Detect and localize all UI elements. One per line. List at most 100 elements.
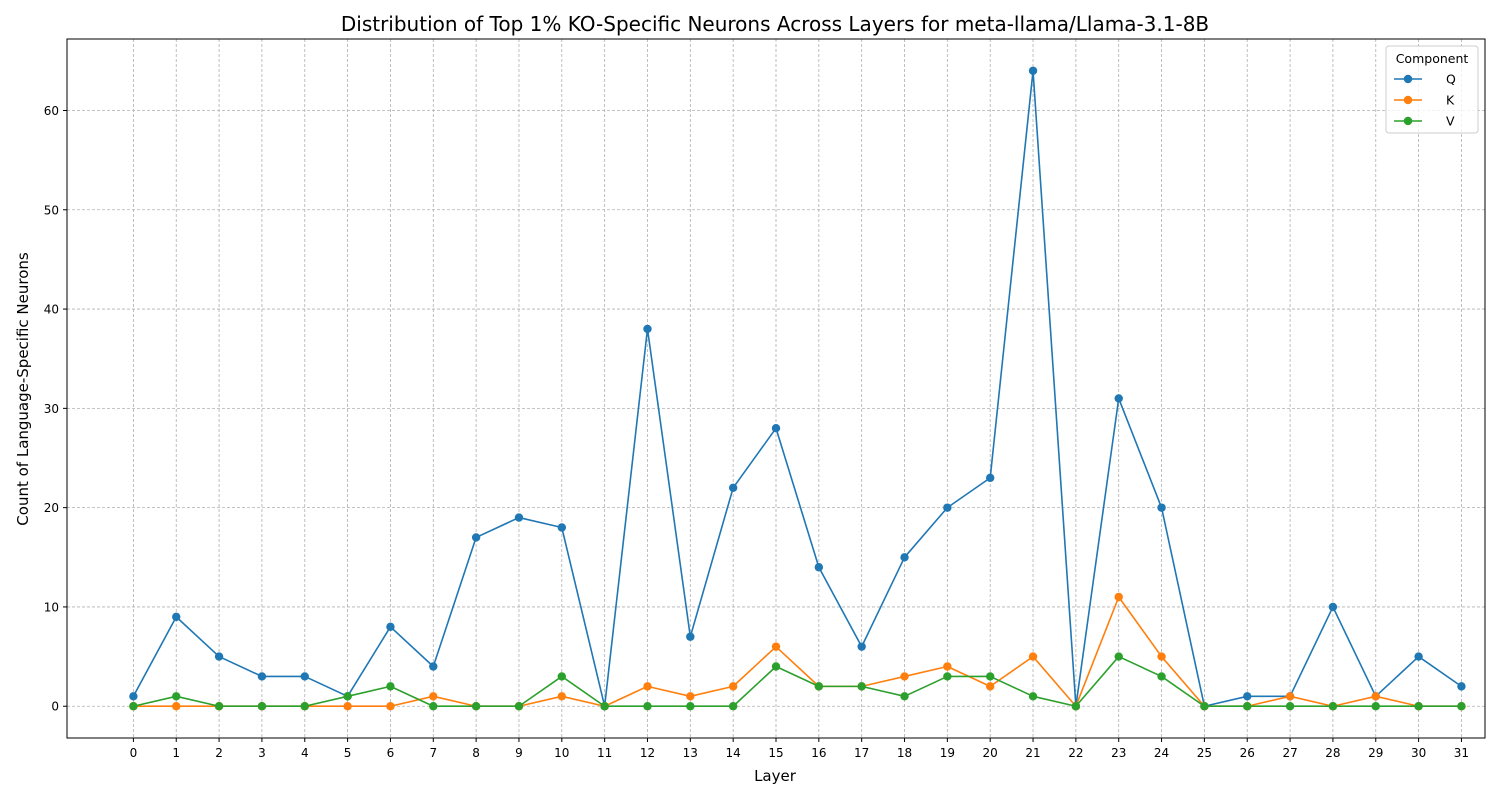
series-v-point [1414, 702, 1423, 711]
series-v-point [557, 672, 567, 681]
y-tick-label: 0 [51, 700, 59, 714]
x-tick-label: 21 [1025, 746, 1040, 760]
x-tick-label: 24 [1154, 746, 1169, 760]
series-q-point [900, 553, 909, 562]
series-q-line [132, 69, 1462, 708]
series-v-point [1328, 702, 1338, 711]
x-tick-label: 12 [640, 746, 655, 760]
series-q [129, 66, 1466, 711]
series-q-point [1328, 602, 1338, 612]
legend-q-label: Q [1446, 72, 1456, 87]
legend-k-label: K [1446, 93, 1455, 108]
series-q-point [943, 503, 952, 512]
series-k-point [1028, 652, 1038, 661]
series-v-line [133, 655, 1462, 708]
series-v-point [471, 702, 481, 711]
x-tick-label: 15 [768, 746, 783, 760]
series-v-point [300, 702, 309, 711]
series-v-point [900, 692, 909, 701]
x-tick-label: 8 [472, 746, 480, 760]
series-q-point [514, 513, 524, 522]
series-q-point [686, 632, 695, 641]
x-tick-label: 11 [597, 746, 612, 760]
series-q-point [300, 672, 309, 681]
series-q-point [1243, 692, 1252, 701]
x-tick-label: 9 [515, 746, 523, 760]
series-k-point [985, 682, 995, 691]
series-v-point [857, 682, 866, 691]
series-q-point [172, 612, 181, 622]
x-tick-label: 31 [1454, 746, 1469, 760]
series-q-point [1028, 66, 1038, 75]
series-v-point [1200, 702, 1209, 711]
series-v-point [600, 702, 609, 711]
series-v-point [429, 702, 438, 711]
series-v [129, 652, 1466, 711]
x-tick-label: 1 [172, 746, 180, 760]
x-tick-label: 23 [1111, 746, 1126, 760]
series-q-point [471, 533, 481, 542]
x-tick-label: 4 [301, 746, 309, 760]
series-v-point [1028, 692, 1038, 701]
x-tick-label: 17 [854, 746, 869, 760]
series-q-point [814, 563, 824, 572]
series-k-point [1114, 592, 1123, 602]
series-k-point [728, 682, 738, 691]
legend-q-marker [1403, 74, 1413, 84]
legend: Component QKV [1385, 45, 1479, 134]
series-v-point [514, 702, 524, 711]
series-v-point [343, 692, 352, 701]
series-q-point [1114, 394, 1123, 403]
y-axis-label: Count of Language-Specific Neurons [14, 252, 32, 526]
series-q-point [1157, 503, 1166, 512]
series-q-point [643, 324, 652, 334]
legend-box [1385, 45, 1479, 134]
series-k-point [429, 692, 438, 701]
series-q-point [129, 692, 138, 701]
series-k-point [771, 642, 781, 651]
series-q-point [728, 483, 738, 492]
x-axis-ticks: 0 1 2 3 4 5 6 7 8 9 10 11 12 13 14 15 16 17 18 19 20 21 22 23 24… [130, 738, 1469, 760]
series-v-point [1371, 702, 1380, 711]
series-v-point [214, 702, 224, 711]
series-k-point [557, 692, 567, 701]
x-tick-label: 18 [897, 746, 912, 760]
series-k-point [386, 702, 395, 711]
x-tick-label: 30 [1411, 746, 1426, 760]
series-v-point [1114, 652, 1123, 661]
x-tick-label: 2 [215, 746, 223, 760]
series-v-point [686, 702, 695, 711]
y-tick-label: 50 [44, 203, 59, 217]
y-axis-ticks: 0 10 20 30 40 50 60 [44, 104, 67, 714]
series-v-point [129, 702, 138, 711]
x-tick-label: 27 [1282, 746, 1297, 760]
series-q-point [771, 424, 781, 433]
y-tick-label: 60 [44, 104, 59, 118]
series-v-point [1157, 672, 1166, 681]
series-v-point [985, 672, 995, 681]
series-k [129, 592, 1466, 711]
legend-v-marker [1403, 116, 1413, 126]
series-v-point [943, 672, 952, 681]
legend-title: Component [1396, 51, 1469, 66]
x-tick-label: 19 [940, 746, 955, 760]
series-v-point [172, 692, 181, 701]
x-tick-label: 16 [811, 746, 826, 760]
series-layer [129, 66, 1466, 711]
series-k-point [1371, 692, 1380, 701]
y-tick-label: 30 [44, 402, 59, 416]
x-tick-label: 0 [130, 746, 138, 760]
series-k-point [686, 692, 695, 701]
series-v-point [771, 662, 781, 671]
y-tick-label: 20 [44, 501, 59, 515]
series-q-point [1414, 652, 1423, 661]
series-q-point [557, 523, 567, 532]
series-q-point [985, 473, 995, 483]
y-tick-label: 40 [44, 303, 59, 317]
series-k-point [943, 662, 952, 671]
series-v-point [257, 702, 267, 711]
series-k-point [1285, 692, 1295, 701]
x-tick-label: 13 [683, 746, 698, 760]
series-v-point [728, 702, 738, 711]
chart-title: Distribution of Top 1% KO-Specific Neuro… [341, 12, 1209, 36]
